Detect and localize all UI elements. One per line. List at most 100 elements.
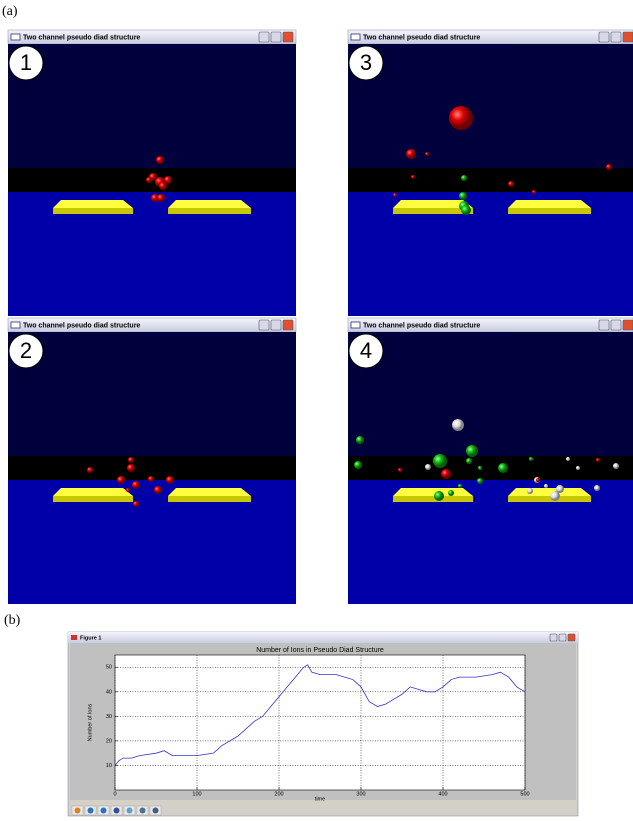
ion-sphere (459, 192, 467, 200)
ion-sphere (466, 445, 478, 457)
ion-sphere (164, 176, 172, 184)
label-a: (a) (2, 4, 18, 19)
platform-top (168, 200, 251, 208)
ion-sphere (458, 484, 462, 488)
minimize-button[interactable] (258, 31, 270, 43)
simulation-window: Two channel pseudo diad structure 1 (7, 29, 297, 316)
scene-floor (8, 192, 296, 316)
minimize-button[interactable] (598, 31, 610, 43)
window-icon (10, 321, 21, 329)
scene-band (348, 168, 633, 192)
ion-sphere (466, 458, 472, 464)
x-tick-label: 400 (438, 791, 447, 797)
figure-title-bar (68, 632, 578, 643)
platform-side (508, 496, 591, 502)
platform-side (393, 208, 473, 214)
window-title: Two channel pseudo diad structure (363, 322, 480, 329)
minimize-button[interactable] (598, 319, 610, 331)
ion-sphere (151, 194, 159, 202)
label-b: (b) (4, 613, 21, 628)
simulation-window: Two channel pseudo diad structure 2 (7, 317, 297, 604)
ion-sphere (596, 458, 600, 462)
ion-sphere (606, 164, 612, 170)
x-tick-label: 0 (113, 791, 116, 797)
y-tick-label: 20 (106, 738, 112, 744)
figure-window-title: Figure 1 (80, 635, 101, 641)
ion-sphere (166, 476, 174, 484)
close-button[interactable] (622, 31, 633, 43)
ion-sphere (157, 194, 165, 202)
chart-title: Number of Ions in Pseudo Diad Structure (256, 647, 384, 654)
ion-sphere (154, 486, 162, 494)
platform-top (508, 488, 591, 496)
ion-sphere (425, 152, 429, 156)
maximize-button[interactable] (610, 319, 622, 331)
ion-sphere (536, 478, 540, 482)
panel-number: 1 (20, 50, 32, 75)
y-tick-label: 50 (106, 665, 112, 671)
panel-number-badge (348, 45, 384, 81)
panel-number: 3 (360, 50, 372, 75)
ion-sphere (527, 488, 533, 494)
ion-sphere (156, 156, 164, 164)
ion-sphere (452, 419, 464, 431)
ion-sphere (127, 464, 135, 472)
maximize-button[interactable] (270, 319, 282, 331)
ion-sphere (425, 464, 431, 470)
y-tick-label: 40 (106, 689, 112, 695)
ion-sphere (477, 478, 483, 484)
maximize-button[interactable] (558, 633, 567, 642)
ion-sphere (411, 175, 415, 179)
x-axis-label: time (315, 796, 325, 802)
ion-sphere (478, 466, 482, 470)
ion-sphere (117, 476, 125, 484)
ion-sphere (393, 193, 397, 197)
ion-sphere (461, 175, 467, 181)
scene-sky (8, 44, 296, 168)
plot-area (114, 654, 526, 791)
platform-top (393, 488, 473, 496)
toolbar-icon (139, 807, 146, 814)
x-tick-label: 500 (520, 791, 529, 797)
ion-sphere (461, 205, 471, 215)
ion-sphere (566, 457, 570, 461)
figure-window: Figure 1 Number of Ions in Pseudo Diad St… (67, 631, 579, 817)
scene-sky (348, 332, 633, 456)
panel-number: 4 (360, 338, 372, 363)
ion-sphere (532, 190, 536, 194)
maximize-button[interactable] (610, 31, 622, 43)
ion-sphere (159, 182, 167, 190)
x-tick-label: 300 (356, 791, 365, 797)
ion-sphere (544, 484, 548, 488)
close-button[interactable] (567, 633, 576, 642)
platform-top (168, 488, 251, 496)
panel-number-badge (8, 333, 44, 369)
close-button[interactable] (282, 319, 294, 331)
ion-sphere (613, 463, 619, 469)
toolbar-icon (126, 807, 133, 814)
x-tick-label: 200 (274, 791, 283, 797)
minimize-button[interactable] (549, 633, 558, 642)
minimize-button[interactable] (258, 319, 270, 331)
ion-sphere (441, 469, 451, 479)
ion-sphere (132, 481, 140, 489)
close-button[interactable] (622, 319, 633, 331)
window-icon (350, 33, 361, 41)
window-title: Two channel pseudo diad structure (23, 34, 140, 41)
ion-sphere (398, 468, 402, 472)
ion-sphere (433, 454, 447, 468)
maximize-button[interactable] (270, 31, 282, 43)
ion-sphere (356, 436, 364, 444)
close-button[interactable] (282, 31, 294, 43)
ion-sphere (448, 490, 454, 496)
ion-sphere (133, 501, 139, 507)
scene-sky (8, 332, 296, 456)
window-title: Two channel pseudo diad structure (23, 322, 140, 329)
ion-sphere (594, 485, 600, 491)
panel-number-badge (348, 333, 384, 369)
y-axis-label: Number of Ions (87, 703, 93, 741)
simulation-window: Two channel pseudo diad structure 4 (347, 317, 633, 604)
y-tick-label: 10 (106, 763, 112, 769)
ion-sphere (146, 177, 152, 183)
platform-side (168, 208, 251, 214)
